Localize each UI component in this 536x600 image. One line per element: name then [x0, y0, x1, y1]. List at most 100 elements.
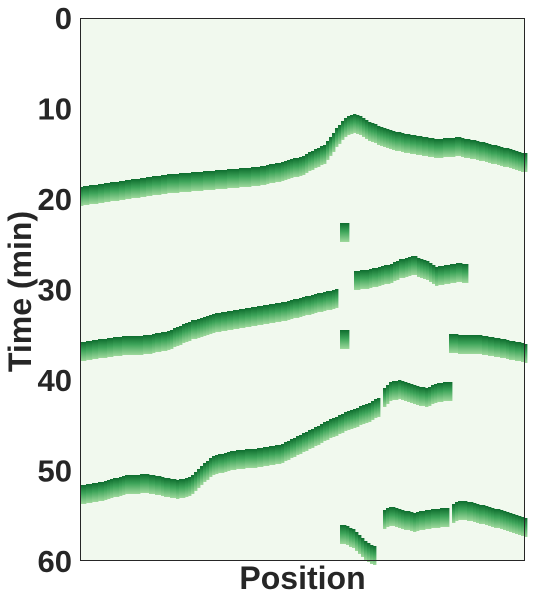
band-cell: [347, 116, 351, 135]
band-cell: [314, 294, 318, 313]
band-cell: [161, 332, 165, 351]
band-cell: [302, 297, 306, 316]
band-cell: [473, 140, 477, 159]
band-cell: [396, 261, 400, 280]
band-cell: [512, 514, 516, 533]
band-cell: [119, 181, 123, 200]
band-cell: [242, 168, 246, 187]
band-cell: [512, 150, 516, 169]
band-cell: [197, 469, 201, 488]
band-cell: [164, 478, 168, 497]
band-cell: [381, 266, 385, 285]
band-cell: [373, 546, 377, 565]
band-cell: [467, 502, 471, 521]
band-cell: [346, 330, 350, 349]
band-cell: [434, 139, 438, 158]
band-cell: [227, 169, 231, 188]
band-cell: [239, 450, 243, 469]
band-cell: [272, 164, 276, 183]
band-cell: [444, 265, 448, 284]
band-cell: [152, 334, 156, 353]
band-cell: [386, 385, 390, 404]
band-cell: [377, 126, 381, 145]
band-cell: [134, 179, 138, 198]
band-cell: [375, 268, 379, 287]
band-cell: [308, 430, 312, 449]
band-cell: [194, 472, 198, 491]
band-cell: [431, 138, 435, 157]
band-cell: [149, 475, 153, 494]
band-cell: [287, 301, 291, 320]
band-cell: [86, 341, 90, 360]
band-cell: [203, 463, 207, 482]
band-cell: [194, 172, 198, 191]
band-cell: [380, 127, 384, 146]
band-cell: [443, 508, 447, 527]
band-cell: [290, 439, 294, 458]
band-cell: [503, 148, 507, 167]
band-cell: [494, 145, 498, 164]
band-cell: [437, 139, 441, 158]
band-cell: [371, 123, 375, 142]
band-cell: [152, 475, 156, 494]
band-cell: [143, 474, 147, 493]
band-cell: [80, 342, 84, 361]
band-cell: [500, 510, 504, 529]
band-cell: [158, 333, 162, 352]
band-cell: [83, 342, 87, 361]
band-cell: [419, 511, 423, 530]
band-cell: [209, 171, 213, 190]
band-cell: [149, 335, 153, 354]
band-cell: [104, 339, 108, 358]
band-cell: [389, 382, 393, 401]
band-cell: [263, 305, 267, 324]
band-cell: [329, 419, 333, 438]
band-cell: [269, 304, 273, 323]
band-cell: [227, 311, 231, 330]
band-cell: [191, 475, 195, 494]
band-segment: [383, 507, 450, 532]
band-cell: [125, 475, 129, 494]
band-cell: [299, 298, 303, 317]
band-cell: [233, 169, 237, 188]
band-cell: [284, 442, 288, 461]
band-cell: [377, 398, 381, 417]
band-cell: [269, 164, 273, 183]
band-cell: [362, 405, 366, 424]
band-segment: [354, 256, 469, 290]
band-cell: [164, 332, 168, 351]
band-cell: [290, 300, 294, 319]
band-cell: [452, 138, 456, 157]
band-cell: [521, 153, 525, 172]
y-tick-label: 20: [38, 182, 72, 217]
band-cell: [473, 503, 477, 522]
band-cell: [170, 174, 174, 193]
band-cell: [140, 178, 144, 197]
band-cell: [92, 185, 96, 204]
band-cell: [266, 165, 270, 184]
band-cell: [287, 160, 291, 179]
band-cell: [116, 337, 120, 356]
band-cell: [110, 479, 114, 498]
band-cell: [398, 509, 402, 528]
band-cell: [431, 385, 435, 404]
band-cell: [372, 268, 376, 287]
band-cell: [209, 458, 213, 477]
band-cell: [352, 529, 356, 548]
band-cell: [449, 138, 453, 157]
band-cell: [92, 340, 96, 359]
band-cell: [296, 299, 300, 318]
band-cell: [206, 461, 210, 480]
band-cell: [146, 335, 150, 354]
band-cell: [392, 131, 396, 150]
band-cell: [188, 477, 192, 496]
y-tick-label: 30: [38, 273, 72, 308]
band-cell: [113, 478, 117, 497]
band-cell: [497, 338, 501, 357]
band-cell: [311, 295, 315, 314]
band-cell: [390, 264, 394, 283]
band-cell: [254, 307, 258, 326]
band-cell: [363, 270, 367, 289]
band-cell: [281, 302, 285, 321]
band-cell: [453, 264, 457, 283]
